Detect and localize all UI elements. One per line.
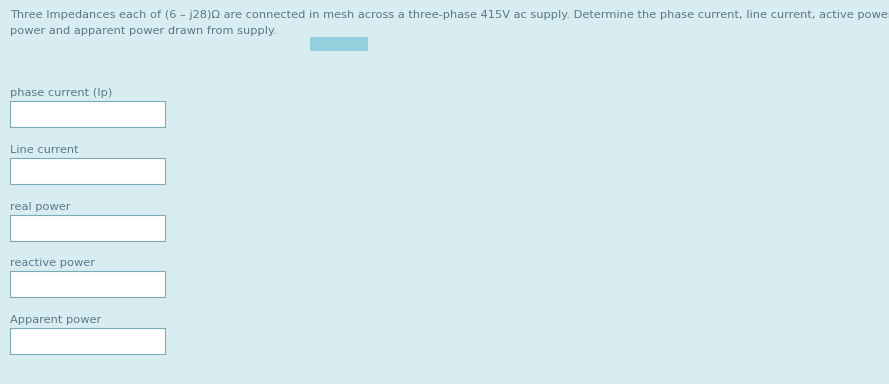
Text: real power: real power xyxy=(10,202,70,212)
Text: power and apparent power drawn from supply.: power and apparent power drawn from supp… xyxy=(10,26,276,36)
Bar xyxy=(10,271,165,297)
Text: phase current (Ip): phase current (Ip) xyxy=(10,88,112,98)
Bar xyxy=(10,215,165,241)
Text: reactive power: reactive power xyxy=(10,258,95,268)
Bar xyxy=(10,328,165,354)
Text: Three Impedances each of (6 – j28)Ω are connected in mesh across a three-phase 4: Three Impedances each of (6 – j28)Ω are … xyxy=(10,10,889,20)
Bar xyxy=(310,37,368,51)
Bar xyxy=(10,101,165,127)
Text: Apparent power: Apparent power xyxy=(10,315,101,325)
Text: Line current: Line current xyxy=(10,145,78,155)
Bar xyxy=(10,158,165,184)
